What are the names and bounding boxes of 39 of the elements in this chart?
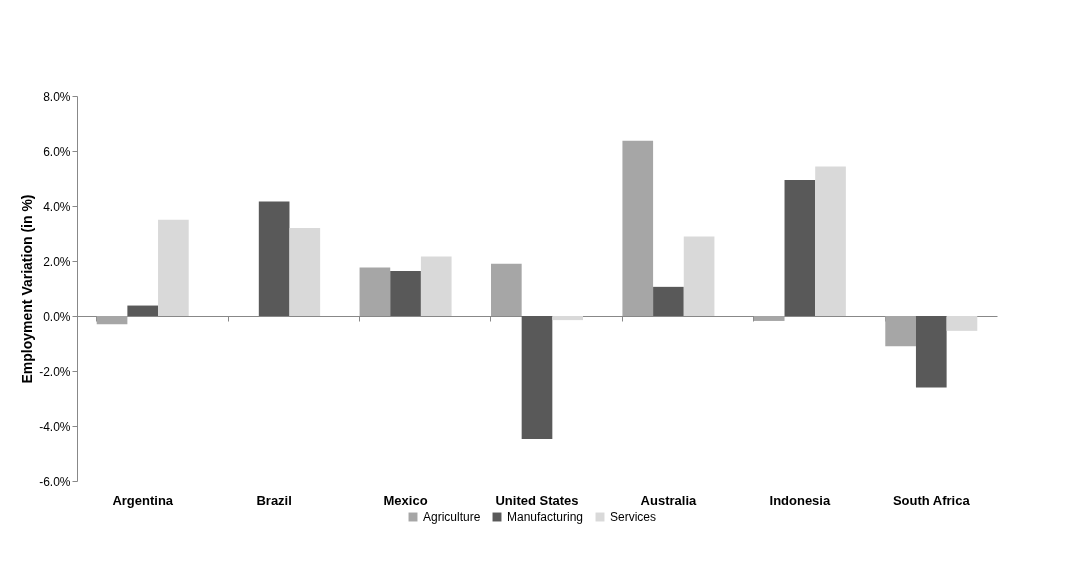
bar [521,316,553,439]
bar [653,286,684,316]
bar [127,305,159,316]
bar [96,316,128,325]
legend-label: Agriculture [423,510,481,524]
bar [491,263,522,316]
y-tick-label: -4.0% [39,419,71,434]
legend-label: Manufacturing [507,510,584,524]
bar [815,166,846,316]
bar [158,219,189,316]
y-tick-label: 0.0% [43,309,71,324]
y-tick-label: 6.0% [43,144,71,159]
y-tick-label: -6.0% [39,474,71,489]
x-tick-label: Indonesia [769,493,831,508]
x-tick-label: South Africa [892,493,971,508]
y-tick-label: 8.0% [43,89,71,104]
bar [289,228,321,316]
y-tick-label: -2.0% [39,364,71,379]
bar [753,316,785,321]
bar [784,179,816,316]
x-tick-label: Argentina [112,493,174,508]
x-tick-label: Brazil [256,493,292,508]
x-tick-label: Australia [640,493,698,508]
bar [420,256,452,316]
x-tick-label: United States [495,493,579,508]
bar [885,316,916,347]
bar [390,270,421,316]
y-tick-label: 2.0% [43,254,71,269]
bar [622,140,654,316]
y-tick-label: 4.0% [43,199,71,214]
y-axis-title: Employment Variation (in %) [19,194,36,384]
bar [946,316,978,331]
bar [258,201,290,316]
bar [359,267,391,316]
bar [552,316,583,321]
bar [915,316,947,388]
x-tick-label: Mexico [383,493,428,508]
legend-label: Services [610,510,657,524]
bar [683,236,715,316]
